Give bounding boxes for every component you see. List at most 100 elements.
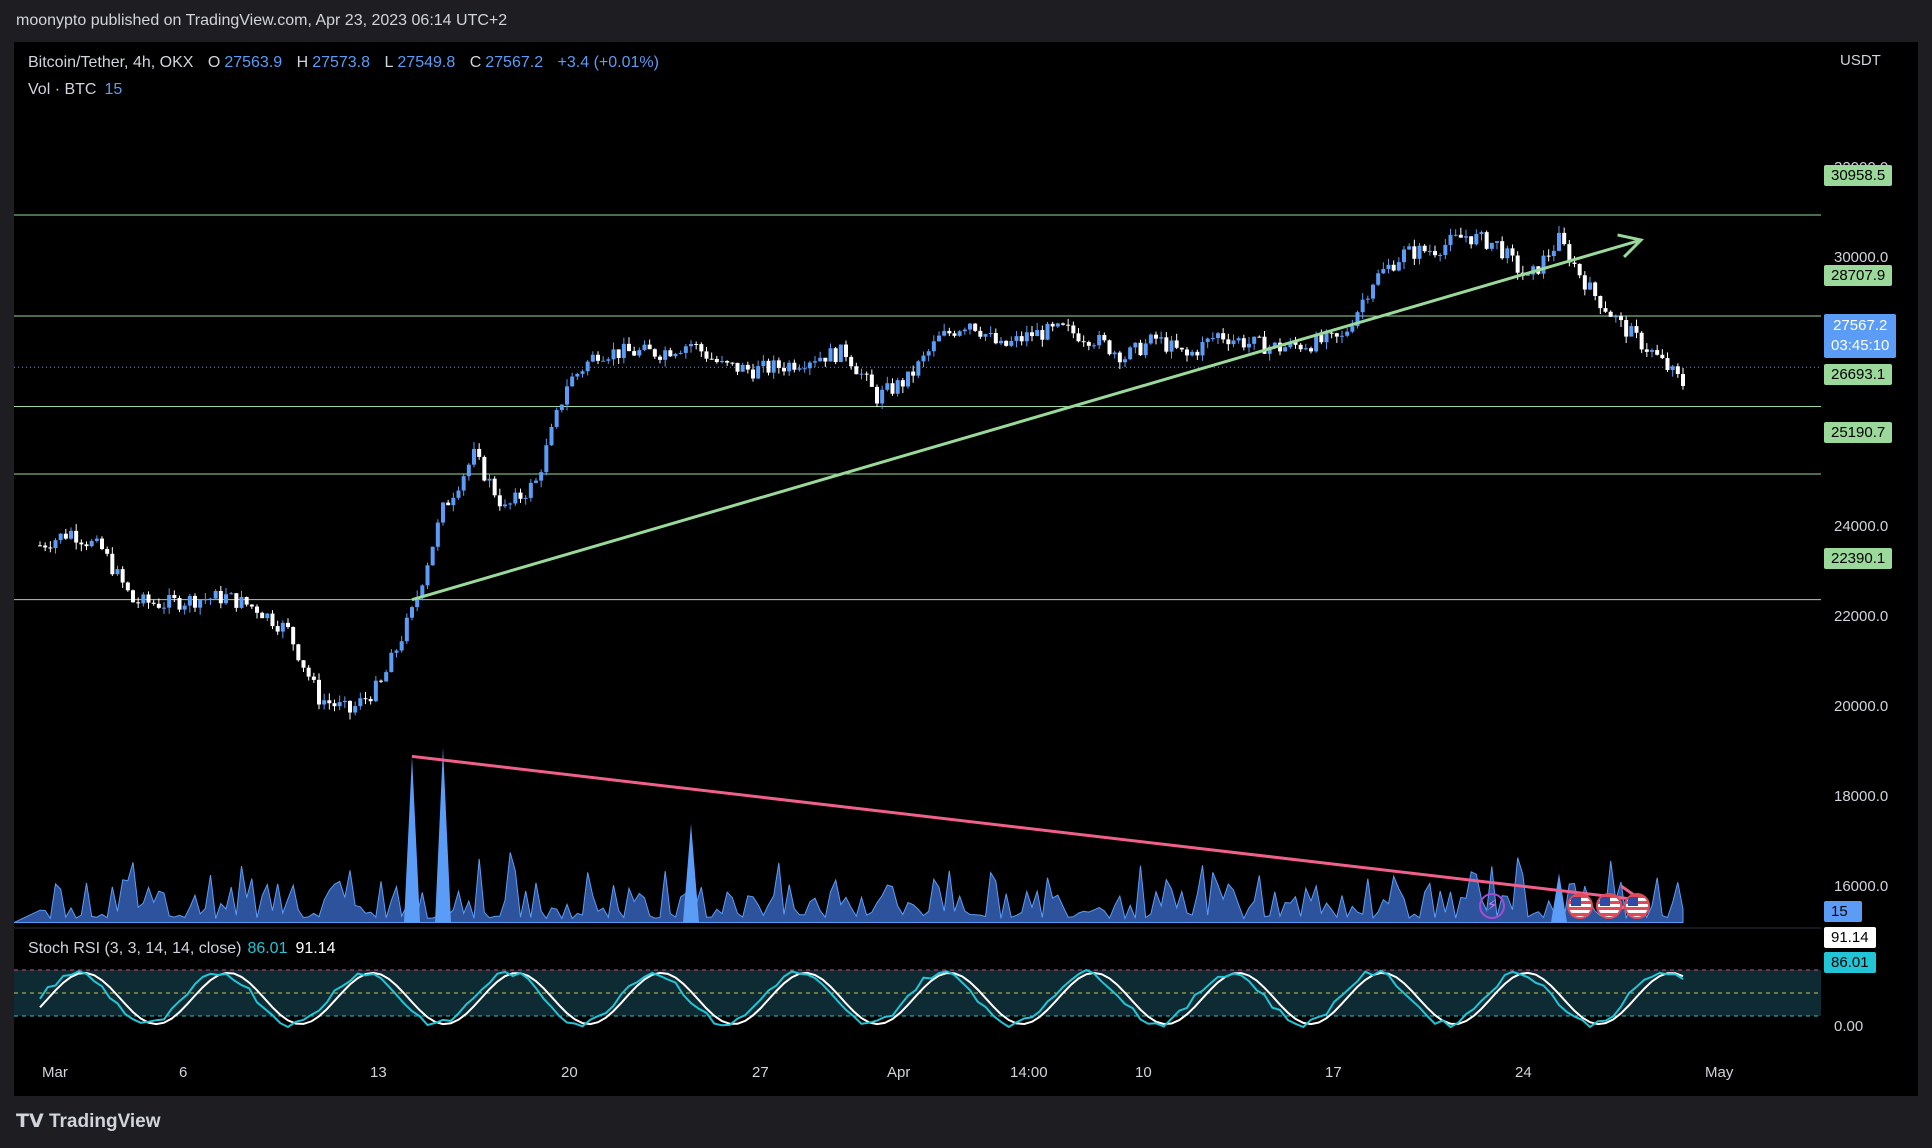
candle-body bbox=[472, 448, 476, 465]
candle-body bbox=[1577, 263, 1582, 276]
candle-body bbox=[1500, 241, 1505, 259]
candle-body bbox=[280, 622, 285, 632]
candle-body bbox=[1593, 282, 1598, 297]
candle-body bbox=[120, 569, 125, 583]
volume-divergence-line bbox=[411, 754, 1642, 902]
candle-body bbox=[224, 594, 228, 604]
candle-body bbox=[1071, 325, 1076, 334]
candle-body bbox=[1257, 336, 1262, 338]
candle-body bbox=[601, 360, 606, 362]
close-label: C bbox=[469, 54, 482, 71]
price-legend: Bitcoin/Tether, 4h, OKX O 27563.9 H 27573.… bbox=[28, 54, 663, 72]
candle-body bbox=[973, 323, 978, 331]
candle-body bbox=[1283, 347, 1288, 352]
candle-body bbox=[182, 605, 187, 610]
level-badge: 30958.5 bbox=[1824, 165, 1893, 186]
last-price-badge: 27567.2 03:45:10 bbox=[1824, 314, 1897, 358]
candle-body bbox=[766, 360, 771, 373]
candle-body bbox=[110, 553, 115, 575]
candle-body bbox=[1107, 340, 1112, 355]
volume-spike bbox=[404, 756, 420, 923]
candle-body bbox=[900, 380, 905, 387]
volume-spike bbox=[683, 823, 699, 923]
candle-body bbox=[1433, 251, 1437, 256]
candle-body bbox=[1148, 334, 1153, 344]
price-chart[interactable] bbox=[14, 42, 1918, 1096]
candle-body bbox=[1303, 348, 1308, 350]
candle-body bbox=[1624, 320, 1629, 337]
candle-body bbox=[658, 356, 662, 360]
candle-body bbox=[270, 613, 275, 627]
candle-body bbox=[1469, 236, 1474, 245]
candle-body bbox=[720, 360, 724, 363]
candle-body bbox=[1598, 296, 1603, 309]
last-price-value: 27567.2 bbox=[1833, 317, 1888, 334]
us-flag-icon[interactable] bbox=[1596, 893, 1622, 919]
candle-body bbox=[63, 533, 68, 539]
candle-body bbox=[1035, 330, 1040, 337]
tradingview-logo[interactable]: 𝗧𝗩 TradingView bbox=[16, 1110, 161, 1133]
candle-body bbox=[296, 644, 301, 661]
candle-body bbox=[156, 603, 161, 608]
candle-body bbox=[162, 607, 166, 609]
low-value: 27549.8 bbox=[397, 54, 456, 71]
candle-body bbox=[1634, 326, 1639, 333]
candle-body bbox=[348, 700, 352, 713]
candle-body bbox=[1009, 340, 1014, 346]
candle-body bbox=[415, 596, 420, 608]
candle-body bbox=[1247, 343, 1251, 348]
candle-body bbox=[1133, 342, 1138, 348]
candle-body bbox=[1179, 347, 1184, 350]
candle-body bbox=[141, 594, 146, 604]
candle-body bbox=[497, 495, 502, 507]
candle-body bbox=[115, 569, 120, 575]
candle-body bbox=[425, 565, 430, 586]
candle-body bbox=[518, 492, 523, 499]
candle-body bbox=[131, 590, 135, 603]
candle-body bbox=[1365, 298, 1370, 300]
candle-body bbox=[606, 359, 611, 361]
candle-body bbox=[317, 679, 321, 705]
lightning-icon[interactable]: ⚡ bbox=[1479, 893, 1505, 919]
currency-unit[interactable]: USDT bbox=[1840, 52, 1881, 69]
symbol-name[interactable]: Bitcoin/Tether, 4h, OKX bbox=[28, 54, 194, 71]
candle-body bbox=[1045, 323, 1050, 340]
candle-body bbox=[1588, 282, 1592, 290]
candle-body bbox=[523, 497, 528, 499]
candle-body bbox=[1639, 332, 1644, 350]
candle-body bbox=[838, 344, 843, 363]
candle-body bbox=[1371, 284, 1375, 299]
candle-body bbox=[590, 354, 595, 362]
price-tick-label: 20000.0 bbox=[1834, 698, 1889, 715]
candle-body bbox=[1195, 351, 1200, 356]
candle-body bbox=[1267, 346, 1272, 354]
candle-body bbox=[632, 351, 637, 356]
candle-body bbox=[1381, 269, 1386, 274]
candle-body bbox=[1040, 330, 1045, 340]
candle-body bbox=[916, 361, 921, 376]
candle-body bbox=[1443, 244, 1448, 255]
candle-body bbox=[1660, 354, 1665, 359]
candle-body bbox=[1319, 334, 1324, 343]
candle-body bbox=[508, 503, 513, 505]
candle-body bbox=[1185, 349, 1189, 356]
us-flag-icon[interactable] bbox=[1624, 893, 1650, 919]
stoch-legend: Stoch RSI (3, 3, 14, 14, close) 86.01 91.1… bbox=[28, 940, 336, 958]
volume-spike bbox=[1551, 873, 1567, 923]
volume-layer bbox=[14, 747, 1684, 924]
candle-body bbox=[978, 330, 983, 337]
volume-label[interactable]: Vol · BTC bbox=[28, 81, 97, 98]
candle-body bbox=[683, 346, 688, 353]
candle-body bbox=[342, 700, 347, 703]
candle-body bbox=[1458, 234, 1463, 238]
time-tick-label: 6 bbox=[179, 1064, 188, 1081]
candle-body bbox=[404, 617, 409, 642]
stoch-label[interactable]: Stoch RSI (3, 3, 14, 14, close) bbox=[28, 940, 242, 957]
candle-body bbox=[1355, 312, 1360, 327]
candle-body bbox=[1644, 349, 1649, 352]
us-flag-icon[interactable] bbox=[1567, 893, 1593, 919]
candle-body bbox=[358, 698, 363, 707]
candle-body bbox=[430, 546, 435, 566]
candle-body bbox=[637, 350, 642, 356]
candle-body bbox=[807, 362, 812, 369]
